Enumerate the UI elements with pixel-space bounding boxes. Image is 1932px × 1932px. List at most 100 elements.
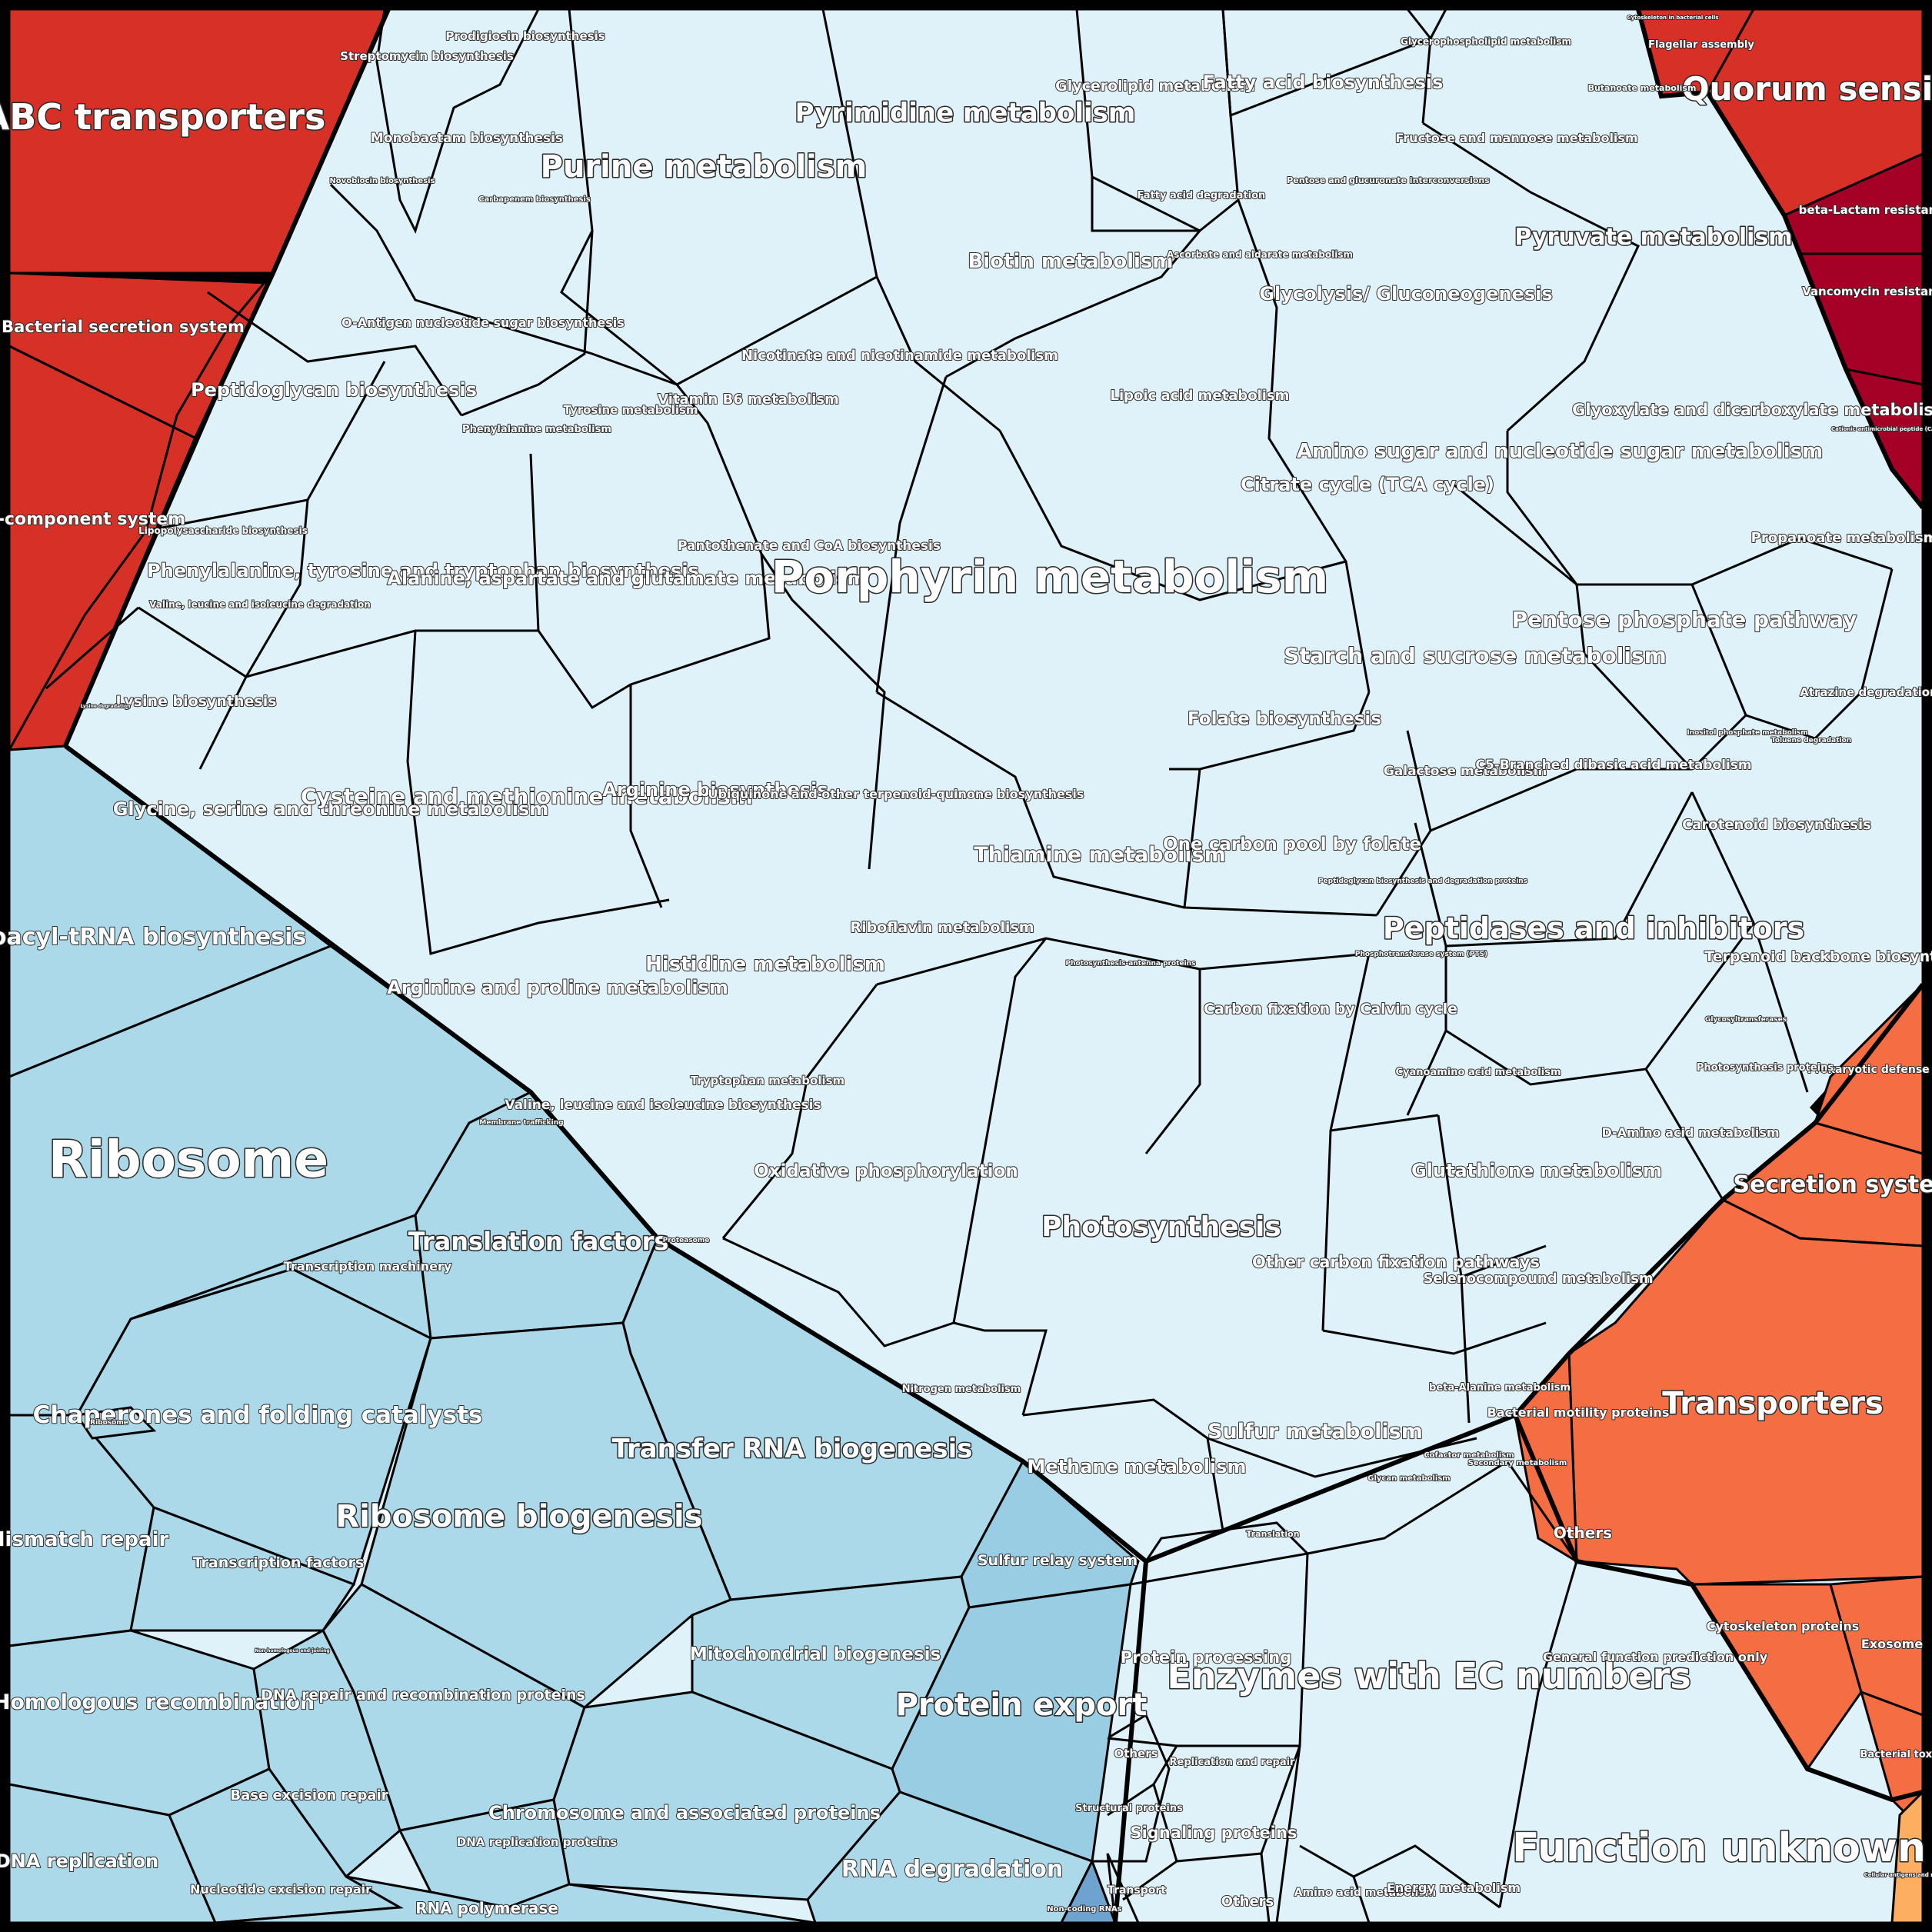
- label-galactose: Galactose metabolism: [1384, 764, 1547, 779]
- label-atrazine: Atrazine degradation: [1800, 685, 1932, 699]
- label-ribosome: Ribosome: [48, 1130, 328, 1189]
- label-transport: Transport: [1108, 1884, 1166, 1897]
- label-val-leu-ile-biosynthesis: Valine, leucine and isoleucine biosynthe…: [505, 1098, 821, 1113]
- label-other-carbon-fixation: Other carbon fixation pathways: [1252, 1253, 1540, 1271]
- label-lipopolysaccharide: Lipopolysaccharide biosynthesis: [138, 525, 308, 536]
- label-cellular-antigens: Cellular antigens and metabolism: [1864, 1872, 1932, 1878]
- label-transfer-rna-biogenesis: Transfer RNA biogenesis: [612, 1434, 973, 1464]
- labels: ABC transporters Bacterial secretion sys…: [0, 14, 1932, 1918]
- label-fructose-mannose: Fructose and mannose metabolism: [1395, 131, 1637, 145]
- label-transporters: Transporters: [1662, 1386, 1884, 1421]
- label-histidine: Histidine metabolism: [645, 953, 885, 976]
- label-carotenoid: Carotenoid biosynthesis: [1682, 817, 1871, 833]
- label-protein-export: Protein export: [896, 1687, 1148, 1723]
- label-base-excision: Base excision repair: [230, 1787, 388, 1804]
- label-dna-replication: DNA replication: [0, 1850, 158, 1872]
- label-pentose-phosphate: Pentose phosphate pathway: [1512, 607, 1857, 632]
- label-ubiquinone: Ubiquinone and other terpenoid-quinone b…: [708, 787, 1084, 801]
- label-sulfur-metabolism: Sulfur metabolism: [1208, 1420, 1423, 1444]
- label-streptomycin: Streptomycin biosynthesis: [340, 49, 514, 63]
- label-secondary-metabolism: Secondary metabolism: [1468, 1459, 1567, 1467]
- label-citrate-cycle: Citrate cycle (TCA cycle): [1241, 474, 1494, 495]
- label-flagellar-assembly: Flagellar assembly: [1648, 39, 1754, 51]
- label-transcription-factors: Transcription factors: [193, 1554, 365, 1571]
- label-glycosyltransferases: Glycosyltransferases: [1705, 1016, 1787, 1024]
- label-sulfur-relay: Sulfur relay system: [978, 1552, 1138, 1569]
- label-fatty-acid-degradation: Fatty acid degradation: [1138, 190, 1266, 202]
- label-starch-sucrose: Starch and sucrose metabolism: [1284, 643, 1667, 668]
- label-others-bottom: Others: [1221, 1894, 1274, 1910]
- label-arginine-proline: Arginine and proline metabolism: [387, 977, 728, 998]
- label-o-antigen: O-Antigen nucleotide sugar biosynthesis: [341, 315, 625, 330]
- label-beta-lactam: beta-Lactam resistance: [1799, 203, 1932, 217]
- label-monobactam: Monobactam biosynthesis: [371, 131, 563, 146]
- label-chaperones: Chaperones and folding catalysts: [33, 1401, 483, 1429]
- label-butanoate: Butanoate metabolism: [1588, 83, 1697, 93]
- label-thiamine: Thiamine metabolism: [974, 843, 1226, 867]
- label-pantothenate: Pantothenate and CoA biosynthesis: [678, 538, 941, 554]
- label-others-top: Others: [1554, 1524, 1612, 1542]
- label-carbon-fixation-calvin: Carbon fixation by Calvin cycle: [1204, 1001, 1457, 1018]
- label-nucleotide-excision: Nucleotide excision repair: [190, 1882, 371, 1897]
- label-translation-factors: Translation factors: [408, 1227, 669, 1256]
- label-fatty-acid-biosynthesis: Fatty acid biosynthesis: [1203, 72, 1444, 93]
- label-membrane-trafficking: Membrane trafficking: [479, 1119, 563, 1127]
- label-mismatch-repair: Mismatch repair: [0, 1528, 168, 1551]
- label-cytoskeleton-bacterial: Cytoskeleton in bacterial cells: [1627, 15, 1718, 21]
- label-chromosome: Chromosome and associated proteins: [488, 1802, 881, 1824]
- label-abc-transporters: ABC transporters: [0, 96, 325, 138]
- label-lysine: Lysine biosynthesis: [115, 693, 276, 710]
- label-terpenoid-backbone: Terpenoid backbone biosynthesis: [1704, 948, 1932, 965]
- label-two-component: Two-component system: [0, 510, 185, 529]
- label-amino-sugar: Amino sugar and nucleotide sugar metabol…: [1297, 440, 1823, 463]
- label-translation: Translation: [1246, 1529, 1299, 1539]
- label-bacterial-toxins: Bacterial toxins: [1860, 1749, 1932, 1760]
- label-structural-proteins: Structural proteins: [1075, 1803, 1183, 1814]
- label-photosynthesis-proteins: Photosynthesis proteins: [1697, 1062, 1834, 1074]
- label-ascorbate: Ascorbate and aldarate metabolism: [1167, 249, 1353, 260]
- label-lysine-degradation: Lysine degradation: [81, 704, 131, 709]
- label-glutathione: Glutathione metabolism: [1411, 1160, 1662, 1181]
- label-novobiocin: Novobiocin biosynthesis: [329, 177, 435, 185]
- label-val-leu-ile-degradation: Valine, leucine and isoleucine degradati…: [149, 599, 371, 610]
- label-toluene: Toluene degradation: [1771, 737, 1851, 744]
- label-others-mid: Others: [1114, 1747, 1158, 1760]
- label-vancomycin: Vancomycin resistance: [1802, 285, 1932, 298]
- label-selenocompound: Selenocompound metabolism: [1423, 1271, 1653, 1287]
- label-oxidative-phosphorylation: Oxidative phosphorylation: [754, 1161, 1018, 1181]
- label-non-coding-rnas: Non-coding RNAs: [1047, 1905, 1121, 1914]
- label-pyruvate: Pyruvate metabolism: [1514, 224, 1792, 251]
- rna-polymerase-cell: [215, 1875, 816, 1924]
- label-peptidoglycan-proteins: Peptidoglycan biosynthesis and degradati…: [1318, 878, 1527, 885]
- label-glycerolipid: Glycerolipid metabolism: [1055, 78, 1255, 95]
- label-ribosome-biogenesis: Ribosome biogenesis: [335, 1499, 702, 1534]
- label-vitamin-b6: Vitamin B6 metabolism: [658, 391, 839, 408]
- label-folate: Folate biosynthesis: [1188, 709, 1381, 729]
- label-function-unknown: Function unknown: [1512, 1825, 1926, 1871]
- label-energy-metabolism: Energy metabolism: [1387, 1880, 1521, 1895]
- label-glycerophospholipid: Glycerophospholipid metabolism: [1401, 36, 1571, 47]
- label-amino-acid-metabolism: Amino acid metabolism: [1294, 1887, 1437, 1899]
- label-bacterial-secretion: Bacterial secretion system: [2, 318, 245, 336]
- label-inositol-phosphate: Inositol phosphate metabolism: [1687, 729, 1807, 737]
- label-prokaryotic-defense: Prokaryotic defense system: [1807, 1064, 1932, 1076]
- label-peptidases: Peptidases and inhibitors: [1383, 911, 1804, 945]
- label-general-function: General function prediction only: [1543, 1650, 1768, 1664]
- label-glyoxylate: Glyoxylate and dicarboxylate metabolism: [1572, 401, 1932, 419]
- label-homologous-end-joining: Non-homologous end-joining: [255, 1648, 329, 1654]
- label-cysteine-methionine: Cysteine and methionine metabolism: [301, 784, 753, 809]
- label-homologous-recombination: Homologous recombination: [0, 1690, 315, 1714]
- label-protein-processing: Protein processing: [1121, 1648, 1292, 1667]
- label-glycolysis: Glycolysis/ Gluconeogenesis: [1259, 283, 1552, 305]
- label-aminoacyl-trna: Aminoacyl-tRNA biosynthesis: [0, 924, 306, 951]
- label-ribosome-small: Ribosome: [90, 1419, 128, 1427]
- label-rna-polymerase: RNA polymerase: [415, 1899, 558, 1917]
- label-rna-degradation: RNA degradation: [841, 1856, 1064, 1883]
- label-mitochondrial-biogenesis: Mitochondrial biogenesis: [690, 1644, 941, 1664]
- label-peptidoglycan: Peptidoglycan biosynthesis: [191, 379, 477, 401]
- label-phenylalanine-metabolism: Phenylalanine metabolism: [462, 424, 611, 435]
- ribosome-small-cell: [75, 1406, 157, 1440]
- label-camp-resistance: Cationic antimicrobial peptide (CAMP) re…: [1831, 426, 1932, 432]
